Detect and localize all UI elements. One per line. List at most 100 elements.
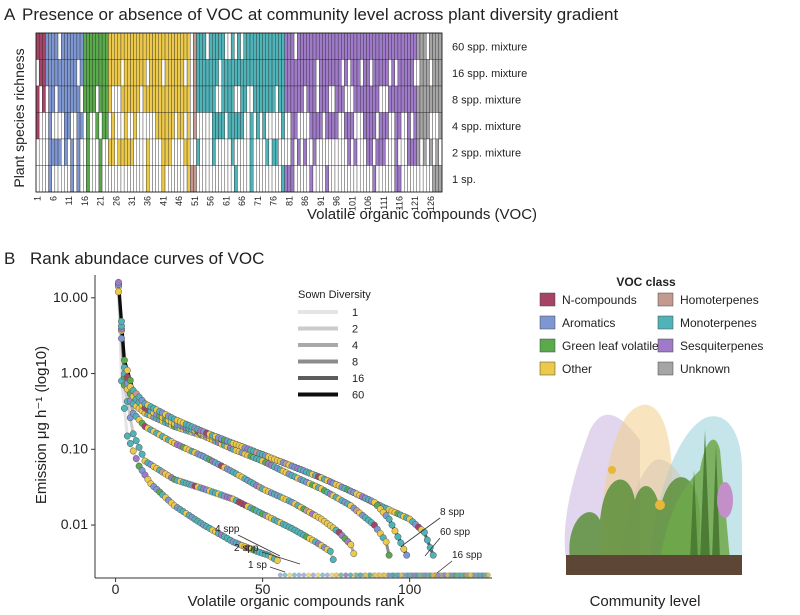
heatmap-cell: [142, 138, 147, 166]
heatmap-cell: [246, 59, 251, 87]
baseline-point: [320, 572, 325, 578]
heatmap-cell: [111, 59, 115, 87]
heatmap-cell: [76, 32, 81, 60]
heatmap-cell: [243, 112, 248, 140]
heatmap-cell: [246, 165, 251, 193]
heatmap-cell: [397, 85, 402, 113]
baseline-point: [282, 572, 288, 578]
heatmap-cell: [142, 165, 147, 193]
heatmap-x-tick: 36: [143, 196, 153, 206]
heatmap-cell: [300, 59, 304, 87]
heatmap-cell: [130, 32, 134, 60]
heatmap-cell: [136, 165, 141, 193]
heatmap-cell: [95, 32, 100, 60]
heatmap-cell: [202, 59, 207, 87]
heatmap-cell: [271, 138, 276, 166]
heatmap-cell: [127, 165, 131, 193]
heatmap-cell: [67, 138, 71, 166]
heatmap-cell: [300, 32, 304, 60]
heatmap-cell: [114, 85, 119, 113]
heatmap-cell: [249, 165, 254, 193]
heatmap-cell: [57, 165, 62, 193]
series-point: [329, 556, 337, 564]
heatmap-cell: [70, 138, 74, 166]
heatmap-cell: [230, 32, 235, 60]
heatmap-cell: [252, 59, 257, 87]
heatmap-cell: [227, 165, 232, 193]
heatmap-cell: [196, 138, 200, 166]
heatmap-cell: [98, 138, 103, 166]
heatmap-cell: [391, 32, 395, 60]
heatmap-cell: [369, 112, 373, 140]
heatmap-cell: [79, 165, 84, 193]
heatmap-cell: [350, 112, 355, 140]
heatmap-cell: [190, 138, 194, 166]
heatmap-cell: [290, 85, 295, 113]
baseline-point: [463, 572, 469, 578]
series-point: [385, 515, 393, 523]
heatmap-cell: [98, 59, 103, 87]
heatmap-cell: [363, 59, 367, 87]
heatmap-cell: [168, 112, 172, 140]
heatmap-cell: [234, 59, 238, 87]
heatmap-cell: [186, 32, 191, 60]
heatmap-cell: [237, 85, 241, 113]
heatmap-cell: [375, 59, 380, 87]
heatmap-cell: [111, 138, 115, 166]
voc-legend-label: Sesquiterpenes: [680, 339, 763, 353]
heatmap-cell: [145, 138, 150, 166]
heatmap-cell: [193, 32, 197, 60]
heatmap-cell: [45, 165, 49, 193]
heatmap-x-tick: 81: [284, 196, 294, 206]
baseline-point: [454, 572, 460, 578]
heatmap-cell: [83, 85, 87, 113]
annotation-4spp-arrow: [237, 534, 281, 557]
heatmap-cell: [356, 32, 361, 60]
heatmap-cell: [344, 59, 348, 87]
series-point: [391, 527, 399, 535]
heatmap-cell: [215, 165, 219, 193]
heatmap-cell: [152, 112, 156, 140]
heatmap-cell: [388, 165, 392, 193]
heatmap-cell: [95, 138, 100, 166]
heatmap-x-ticks: 1 6 11 16 21 26 31 36 41 46 51 56 61 66 71 76 81 86 91 96 10…: [33, 196, 436, 211]
heatmap-cell: [199, 32, 203, 60]
baseline-point: [407, 572, 413, 578]
heatmap-cell: [246, 138, 251, 166]
heatmap-cell: [413, 85, 417, 113]
heatmap-cell: [319, 138, 323, 166]
baseline-point: [329, 572, 335, 578]
heatmap-cell: [293, 85, 298, 113]
heatmap-cell: [410, 138, 414, 166]
baseline-point: [416, 572, 422, 578]
heatmap-cell: [133, 32, 137, 60]
heatmap-cell: [378, 138, 383, 166]
heatmap-cell: [322, 32, 326, 60]
heatmap-cell: [407, 112, 411, 140]
heatmap-cell: [382, 165, 386, 193]
heatmap-cell: [372, 165, 377, 193]
heatmap-cell: [319, 165, 323, 193]
heatmap-cell: [48, 59, 52, 87]
heatmap-cell: [331, 112, 336, 140]
heatmap-cell: [287, 85, 292, 113]
series-point: [394, 533, 402, 541]
heatmap-cell: [218, 85, 222, 113]
heatmap-cell: [297, 32, 301, 60]
heatmap-cell: [432, 85, 436, 113]
baseline-point: [477, 572, 483, 578]
heatmap-cell: [79, 59, 84, 87]
heatmap-cell: [429, 138, 433, 166]
heatmap-cell: [391, 138, 395, 166]
heatmap-cell: [208, 165, 213, 193]
heatmap-cell: [51, 112, 56, 140]
baseline-point: [449, 572, 455, 578]
heatmap-cell: [230, 165, 235, 193]
annotation-8spp-arrow: [402, 517, 441, 546]
heatmap-row-label: 1 sp.: [452, 174, 476, 186]
heatmap-cell: [375, 112, 380, 140]
heatmap-cell: [196, 112, 200, 140]
heatmap-cell: [76, 59, 81, 87]
heatmap-cell: [168, 32, 172, 60]
heatmap-cell: [155, 165, 159, 193]
